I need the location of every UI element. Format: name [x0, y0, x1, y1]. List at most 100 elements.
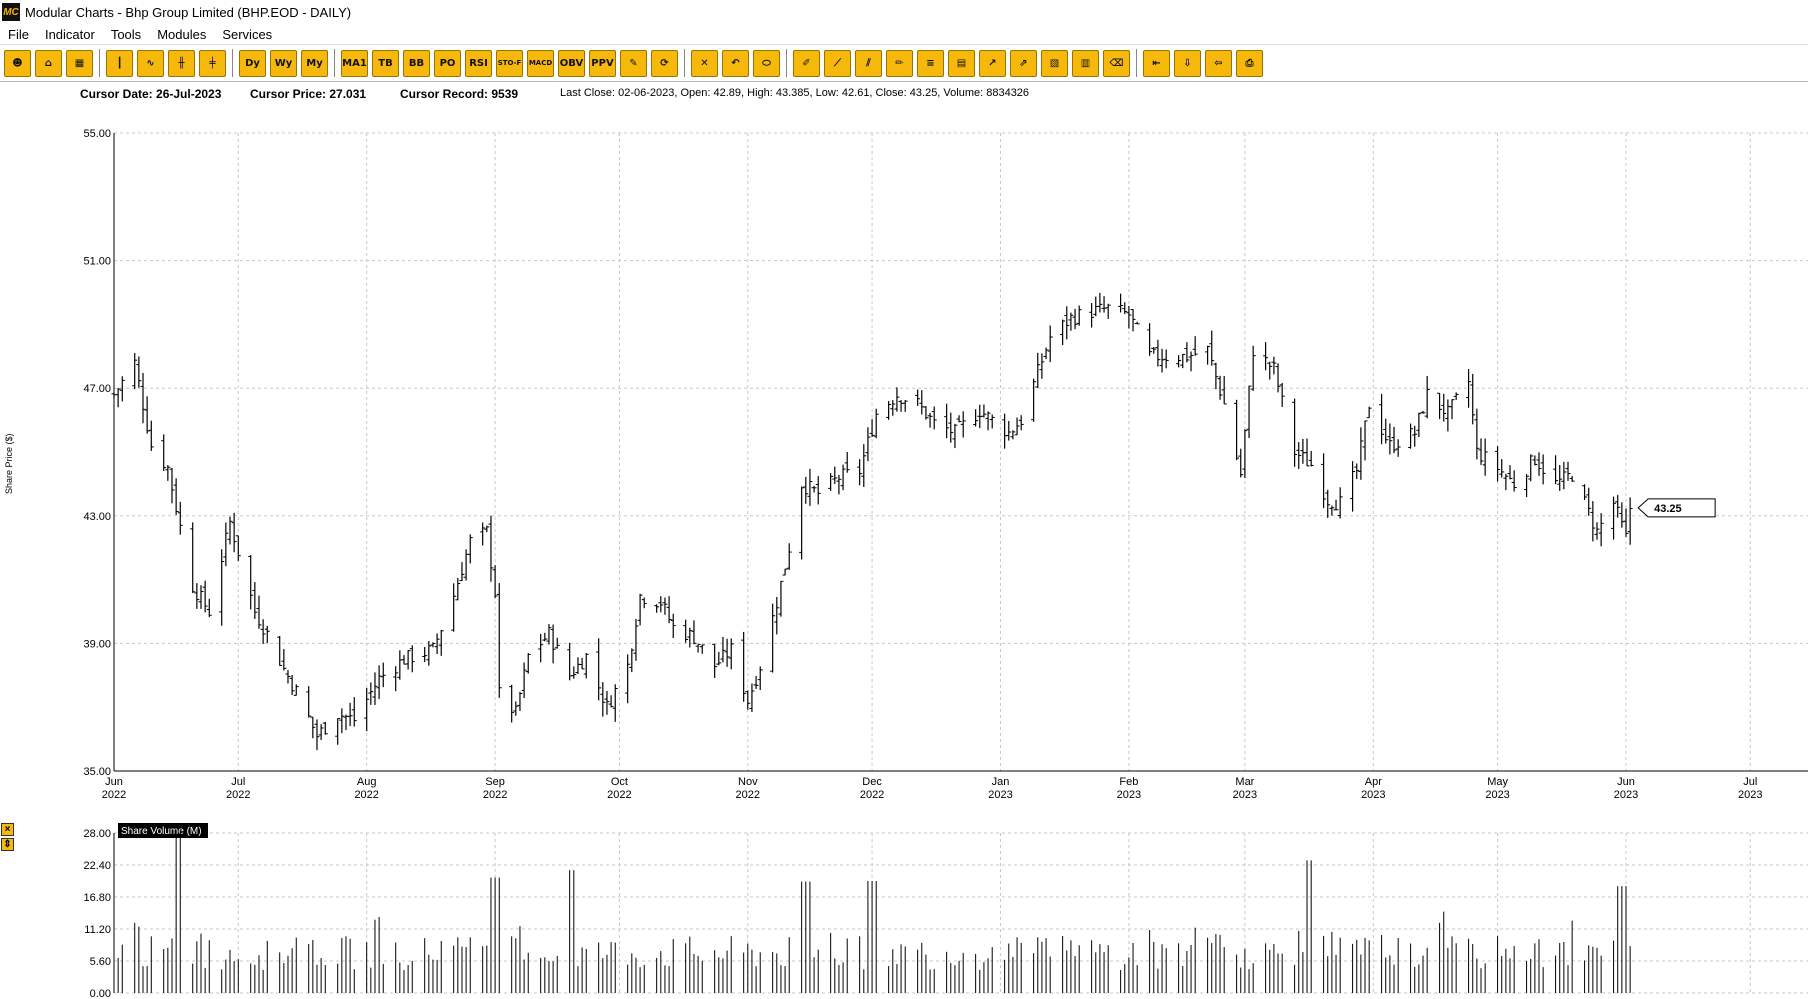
price-tick-label: 51.00	[83, 256, 111, 268]
last-price-tag	[1637, 498, 1716, 518]
x-tick-year: 2022	[226, 789, 250, 801]
x-tick-year: 2022	[354, 789, 378, 801]
ruler-icon[interactable]: ⟋	[824, 49, 851, 77]
line-chart-icon[interactable]: ∿	[137, 49, 164, 77]
x-tick-month: Aug	[357, 776, 377, 788]
x-tick-year: 2023	[1485, 789, 1509, 801]
stoch-icon[interactable]: STO-F	[496, 49, 523, 77]
close-icon[interactable]: ×	[1, 823, 14, 836]
toolbar-separator	[1136, 49, 1137, 77]
toolbar-separator	[334, 49, 335, 77]
x-tick-year: 2023	[1614, 789, 1638, 801]
price-tick-label: 39.00	[83, 638, 111, 650]
volume-title-bg	[118, 823, 208, 838]
x-tick-month: May	[1487, 776, 1508, 788]
daily-icon[interactable]: Dy	[239, 49, 266, 77]
x-tick-month: Jun	[105, 776, 123, 788]
x-tick-year: 2022	[736, 789, 760, 801]
import-icon[interactable]: ⇦	[1205, 49, 1232, 77]
menu-file[interactable]: File	[8, 26, 29, 42]
cursor-price: Cursor Price: 27.031	[250, 87, 367, 101]
toolbar: ☻ ⌂ ▦ ┃ ∿ ╫ ╪ Dy Wy My MA1 TB BB PO RSI STO-F MACD OBV PPV…	[0, 44, 1808, 82]
gann-icon[interactable]: ▧	[1041, 49, 1068, 77]
channel-icon[interactable]: ⇗	[1010, 49, 1037, 77]
undo-icon[interactable]: ↶	[722, 49, 749, 77]
toolbar-separator	[684, 49, 685, 77]
pencil-icon[interactable]: ✏	[886, 49, 913, 77]
trend-icon[interactable]: ↗	[979, 49, 1006, 77]
price-tick-label: 35.00	[83, 766, 111, 778]
monthly-icon[interactable]: My	[301, 49, 328, 77]
po-icon[interactable]: PO	[434, 49, 461, 77]
eraser-icon[interactable]: ⌫	[1103, 49, 1130, 77]
x-tick-year: 2023	[1738, 789, 1762, 801]
x-tick-month: Jun	[1617, 776, 1635, 788]
rsi-icon[interactable]: RSI	[465, 49, 492, 77]
x-tick-month: Feb	[1119, 776, 1138, 788]
toolbar-separator	[232, 49, 233, 77]
cursor-info-bar: Cursor Date: 26-Jul-2023 Cursor Price: 2…	[0, 84, 1808, 104]
ma-icon[interactable]: MA1	[341, 49, 368, 77]
x-tick-year: 2023	[1361, 789, 1385, 801]
collapse-icon[interactable]: ⇕	[1, 838, 14, 851]
layout-icon[interactable]: ▦	[66, 49, 93, 77]
pin-icon[interactable]: ✎	[620, 49, 647, 77]
ppv-icon[interactable]: PPV	[589, 49, 616, 77]
volume-tick-label: 28.00	[83, 828, 111, 840]
volume-tick-label: 22.40	[83, 860, 111, 872]
price-tick-label: 47.00	[83, 383, 111, 395]
menu-indicator[interactable]: Indicator	[44, 26, 95, 42]
weekly-icon[interactable]: Wy	[270, 49, 297, 77]
cursor-date: Cursor Date: 26-Jul-2023	[80, 87, 222, 101]
bb-icon[interactable]: BB	[403, 49, 430, 77]
volume-title: Share Volume (M)	[121, 826, 202, 837]
x-tick-month: Mar	[1235, 776, 1254, 788]
macd-icon[interactable]: MACD	[527, 49, 554, 77]
toolbar-separator	[99, 49, 100, 77]
last-price-label: 43.25	[1654, 503, 1682, 515]
x-tick-month: Apr	[1365, 776, 1382, 788]
menu-tools[interactable]: Tools	[110, 26, 142, 42]
x-tick-month: Dec	[862, 776, 882, 788]
last-close-summary: Last Close: 02-06-2023, Open: 42.89, Hig…	[560, 87, 1030, 99]
x-tick-month: Oct	[611, 776, 628, 788]
x-tick-month: Nov	[738, 776, 758, 788]
volume-tick-label: 0.00	[90, 988, 111, 999]
x-tick-month: Jul	[231, 776, 245, 788]
candle-filled-icon[interactable]: ╪	[199, 49, 226, 77]
x-tick-year: 2023	[1117, 789, 1141, 801]
candle-icon[interactable]: ╫	[168, 49, 195, 77]
volume-tick-label: 5.60	[90, 956, 111, 968]
x-tick-month: Sep	[485, 776, 505, 788]
close-icon[interactable]: ✕	[691, 49, 718, 77]
app-logo-icon: MC	[2, 3, 20, 21]
x-tick-year: 2022	[102, 789, 126, 801]
pen-icon[interactable]: ✐	[793, 49, 820, 77]
menu-modules[interactable]: Modules	[157, 26, 207, 42]
obv-icon[interactable]: OBV	[558, 49, 585, 77]
refresh-icon[interactable]: ⟳	[651, 49, 678, 77]
home-icon[interactable]: ⌂	[35, 49, 62, 77]
price-tick-label: 55.00	[83, 128, 111, 140]
volume-tick-label: 16.80	[83, 892, 111, 904]
parallel-icon[interactable]: ⫽	[855, 49, 882, 77]
tb-icon[interactable]: TB	[372, 49, 399, 77]
print-icon[interactable]: ⎙	[1236, 49, 1263, 77]
x-tick-month: Jul	[1743, 776, 1757, 788]
menu-bar: File Indicator Tools Modules Services	[0, 24, 1808, 44]
bar-chart-icon[interactable]: ┃	[106, 49, 133, 77]
x-tick-month: Jan	[992, 776, 1010, 788]
ellipse-icon[interactable]: ⬭	[753, 49, 780, 77]
table-icon[interactable]: ▥	[1072, 49, 1099, 77]
menu-services[interactable]: Services	[222, 26, 273, 42]
download-icon[interactable]: ⇩	[1174, 49, 1201, 77]
window-title: Modular Charts - Bhp Group Limited (BHP.…	[25, 4, 352, 20]
title-bar: MC Modular Charts - Bhp Group Limited (B…	[0, 0, 1808, 24]
fib-icon[interactable]: ≡	[917, 49, 944, 77]
x-tick-year: 2022	[860, 789, 884, 801]
person-icon[interactable]: ☻	[4, 49, 31, 77]
grid-icon[interactable]: ▤	[948, 49, 975, 77]
split-icon[interactable]: ⇤	[1143, 49, 1170, 77]
x-tick-year: 2023	[1233, 789, 1257, 801]
